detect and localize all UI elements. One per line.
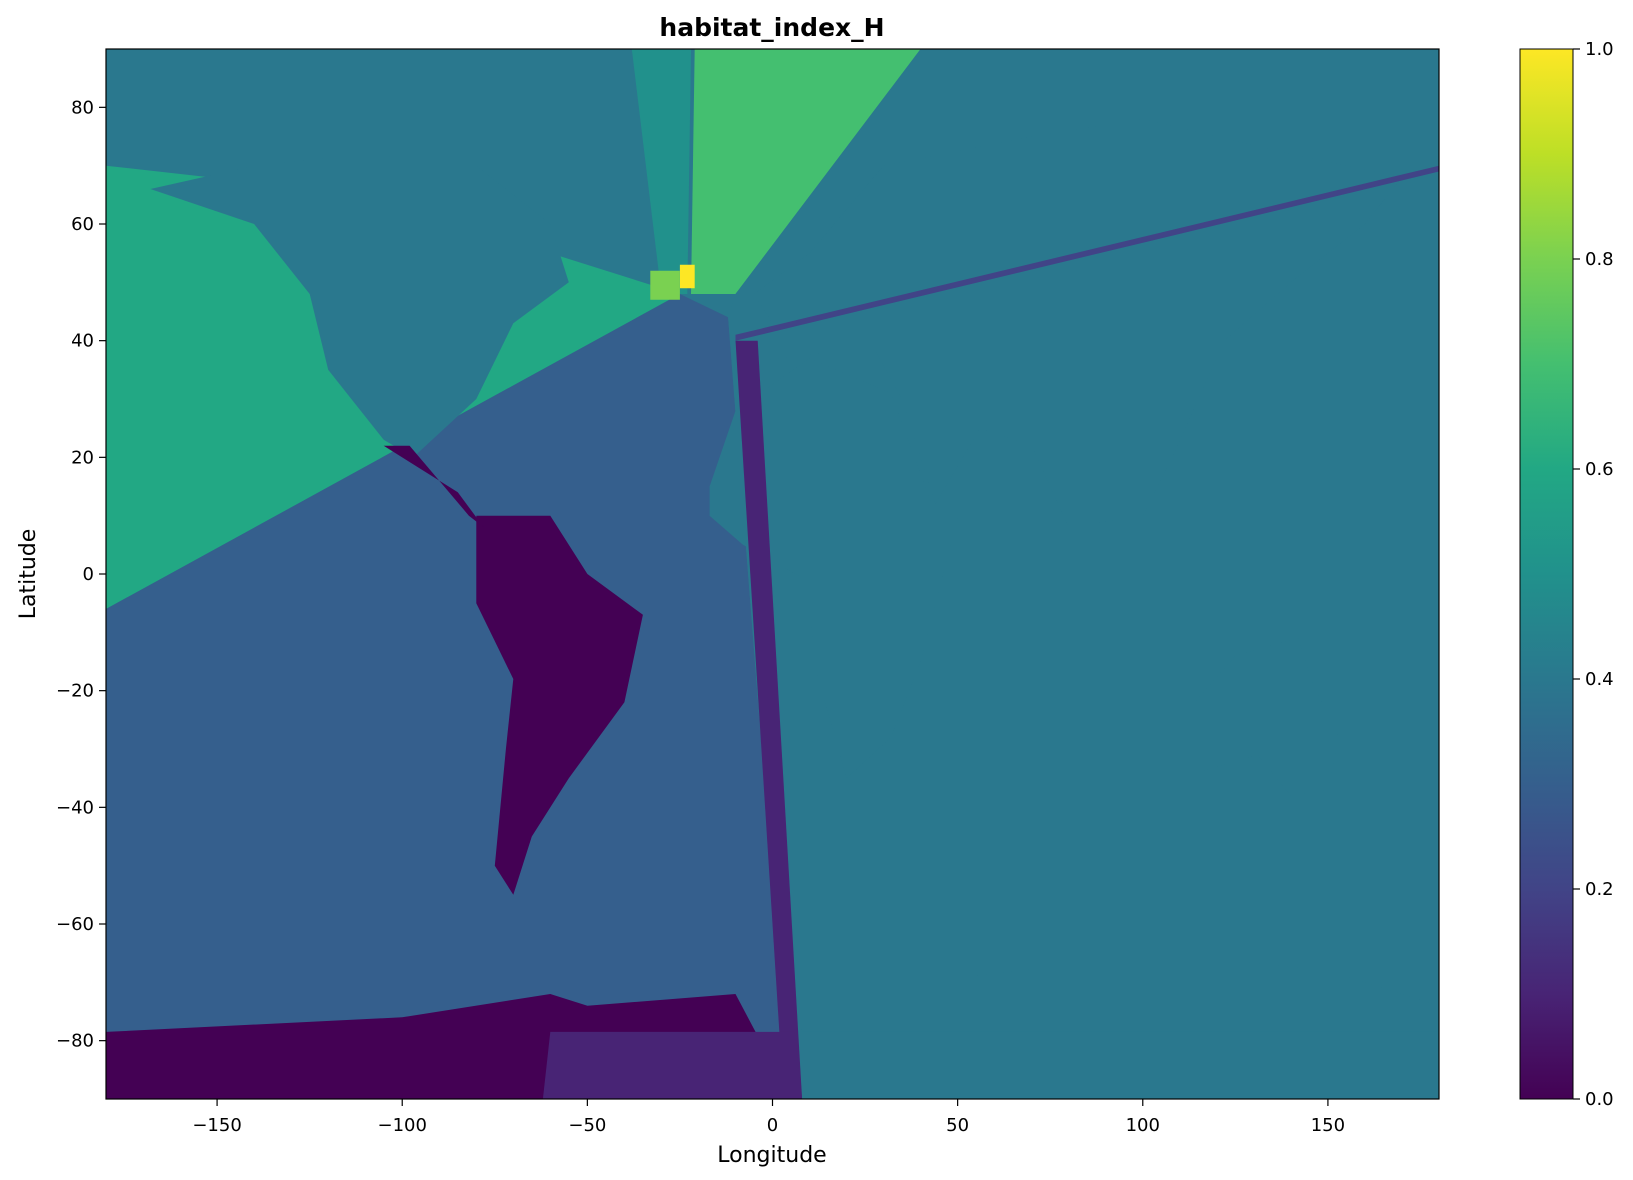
region-antarctica-east-land [791,959,1439,1032]
region-eurasia-land [735,119,1402,528]
y-tick-label: −60 [56,914,94,935]
region-green-patch [650,270,680,300]
y-tick-label: −40 [56,797,94,818]
region-north-atlantic-stripes [631,49,691,294]
region-atlantic-dark-band [735,340,803,1099]
colorbar-tick-label: 1.0 [1585,39,1614,60]
x-tick-label: 150 [1311,1115,1345,1136]
x-tick-label: −150 [192,1115,241,1136]
region-africa-land [709,358,962,779]
chart-title: habitat_index_H [659,13,884,42]
region-australia-land [1194,638,1339,796]
colorbar-gradient [1519,48,1574,1100]
y-tick-label: 0 [83,564,94,585]
colorbar-tick-label: 0.8 [1585,249,1614,270]
colorbar-tick-label: 0.2 [1585,879,1614,900]
y-tick-label: −20 [56,681,94,702]
region-antarctica-south-band [802,1031,1439,1099]
x-axis-label: Longitude [717,1143,826,1168]
region-antarctic-lower-band [542,1031,803,1099]
x-tick-label: 50 [946,1115,969,1136]
heatmap-regions [106,49,1439,1099]
y-tick-label: 40 [71,331,94,352]
colorbar: 0.0 0.2 0.4 0.6 0.8 1.0 [1519,39,1614,1110]
region-south-america-land [476,515,643,895]
colorbar-tick-label: 0.4 [1585,669,1614,690]
y-tick-label: −80 [56,1031,94,1052]
y-tick-label: 20 [71,447,94,468]
region-south-pacific-atlantic [106,294,803,1099]
y-tick-label: 60 [71,214,94,235]
x-axis-ticks: −150 −100 −50 0 50 100 150 [192,1099,1345,1136]
colorbar-ticks: 0.0 0.2 0.4 0.6 0.8 1.0 [1573,39,1614,1110]
plot-area [105,48,1440,1100]
colorbar-tick-label: 0.0 [1585,1089,1614,1110]
x-tick-label: 100 [1126,1115,1160,1136]
y-tick-label: 80 [71,97,94,118]
colorbar-tick-label: 0.6 [1585,459,1614,480]
x-tick-label: −50 [568,1115,606,1136]
region-greenland-arctic-wedge [691,49,921,294]
region-eurasia-dark-stripe [735,165,1439,341]
x-tick-label: 0 [767,1115,778,1136]
region-bright-patch [679,264,695,289]
x-tick-label: −100 [377,1115,426,1136]
y-axis-ticks: −80 −60 −40 −20 0 20 40 60 80 [56,97,106,1052]
y-axis-label: Latitude [16,529,41,620]
region-central-america-land [383,445,484,528]
region-north-america-land [150,154,569,458]
